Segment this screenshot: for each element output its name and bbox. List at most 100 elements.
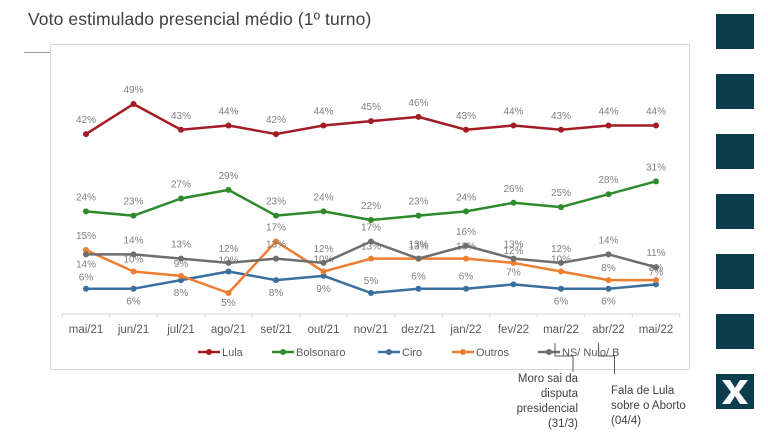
- data-label: 44%: [646, 106, 666, 117]
- data-label: 22%: [361, 201, 381, 212]
- annotation-line: Moro sai da: [517, 373, 578, 385]
- data-label: 6%: [411, 272, 426, 283]
- nav-square-1[interactable]: [716, 14, 754, 49]
- data-point: [83, 247, 89, 254]
- data-label: 31%: [646, 162, 666, 173]
- data-label: 14%: [76, 259, 96, 270]
- legend-label: Bolsonaro: [296, 347, 346, 359]
- data-point: [368, 216, 374, 223]
- data-label: 15%: [76, 231, 96, 242]
- data-point: [320, 272, 327, 279]
- data-point: [510, 122, 517, 129]
- data-point: [510, 259, 517, 266]
- data-point: [605, 191, 612, 198]
- data-label: 12%: [313, 244, 333, 255]
- legend-label: Lula: [222, 347, 244, 359]
- data-label: 44%: [503, 106, 523, 117]
- nav-square-2[interactable]: [716, 74, 754, 109]
- data-point: [558, 268, 564, 275]
- data-point: [225, 186, 232, 193]
- data-label: 13%: [361, 242, 381, 253]
- annotation-line: presidencial: [516, 403, 578, 415]
- data-point: [273, 277, 279, 284]
- data-point: [605, 277, 612, 284]
- x-tick-label: jun/21: [117, 324, 149, 336]
- data-point: [653, 264, 659, 271]
- data-point: [273, 131, 279, 138]
- data-label: 43%: [171, 111, 191, 122]
- x-tick-label: jul/21: [166, 324, 195, 336]
- data-point: [463, 208, 469, 215]
- annotation-connector: [598, 343, 615, 374]
- x-tick-label: nov/21: [354, 324, 389, 336]
- data-label: 49%: [123, 85, 143, 96]
- data-label: 9%: [174, 259, 189, 270]
- legend-marker: [546, 349, 552, 355]
- data-point: [368, 238, 374, 245]
- nav-square-5[interactable]: [716, 254, 754, 289]
- data-label: 24%: [456, 192, 476, 203]
- data-label: 8%: [269, 288, 284, 299]
- nav-square-6[interactable]: [716, 314, 754, 349]
- legend-marker: [280, 349, 286, 355]
- data-label: 17%: [266, 222, 286, 233]
- legend-label: NS/ Nulo/ B: [562, 347, 619, 359]
- data-point: [273, 255, 279, 262]
- annotation-line: disputa: [540, 388, 578, 400]
- data-point: [368, 255, 374, 262]
- data-point: [463, 242, 469, 249]
- x-tick-label: mai/21: [69, 324, 104, 336]
- data-label: 45%: [361, 102, 381, 113]
- data-label: 12%: [551, 244, 571, 255]
- data-label: 25%: [551, 188, 571, 199]
- data-label: 13%: [503, 240, 523, 251]
- data-point: [225, 290, 232, 296]
- data-label: 23%: [408, 197, 428, 208]
- data-label: 13%: [408, 240, 428, 251]
- data-label: 43%: [456, 111, 476, 122]
- nav-square-3[interactable]: [716, 134, 754, 169]
- data-label: 12%: [503, 246, 523, 257]
- legend-label: Ciro: [402, 347, 422, 359]
- data-label: 24%: [76, 192, 96, 203]
- data-point: [415, 113, 422, 120]
- data-point: [225, 122, 232, 129]
- data-label: 28%: [598, 175, 618, 186]
- data-point: [83, 251, 89, 258]
- data-point: [178, 272, 184, 279]
- x-tick-label: ago/21: [211, 324, 246, 336]
- data-point: [558, 259, 564, 266]
- annotation-moro: Moro sai da disputa presidencial (31/3): [488, 372, 578, 432]
- data-point: [83, 208, 89, 215]
- data-label: 23%: [266, 197, 286, 208]
- data-point: [510, 255, 517, 262]
- annotation-line: sobre o Aborto: [611, 400, 686, 412]
- x-tick-label: mar/22: [543, 324, 579, 336]
- x-tick-label: jan/22: [449, 324, 481, 336]
- data-label: 12%: [218, 244, 238, 255]
- data-label: 10%: [123, 255, 143, 266]
- data-point: [415, 255, 422, 262]
- data-label: 29%: [218, 171, 238, 182]
- data-label: 6%: [126, 297, 141, 308]
- data-label: 43%: [551, 111, 571, 122]
- data-label: 6%: [554, 297, 569, 308]
- data-label: 44%: [313, 106, 333, 117]
- data-point: [320, 122, 327, 129]
- data-point: [463, 126, 469, 133]
- data-label: 44%: [218, 106, 238, 117]
- data-label: 16%: [456, 227, 476, 238]
- x-tick-label: set/21: [260, 324, 291, 336]
- data-point: [130, 285, 137, 292]
- data-point: [130, 268, 137, 275]
- data-point: [178, 126, 184, 133]
- nav-square-4[interactable]: [716, 194, 754, 229]
- annotation-line: (31/3): [547, 418, 578, 430]
- legend-marker: [206, 349, 212, 355]
- legend-marker: [460, 349, 466, 355]
- data-point: [320, 259, 327, 266]
- data-point: [415, 212, 422, 219]
- x-tick-label: dez/21: [401, 324, 436, 336]
- data-label: 6%: [459, 272, 474, 283]
